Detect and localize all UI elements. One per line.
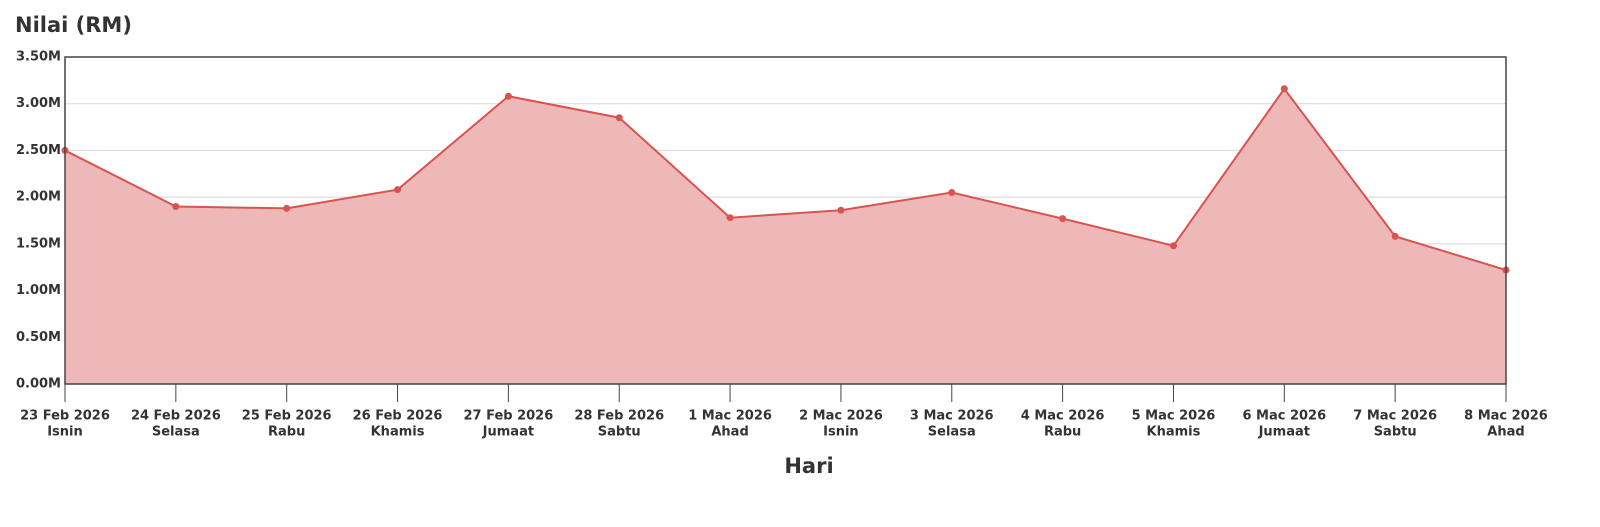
x-tick-label: Selasa [152, 425, 200, 440]
y-tick-label: 1.50M [16, 236, 61, 251]
y-tick-label: 3.50M [16, 50, 61, 65]
x-tick-label: Jumaat [482, 425, 534, 440]
x-tick-label: 28 Feb 2026 [574, 409, 664, 424]
x-tick-label: Ahad [1487, 425, 1524, 440]
y-tick-label: 2.50M [16, 143, 61, 158]
line [64, 87, 1507, 271]
point [1059, 215, 1067, 223]
point [837, 206, 845, 214]
y-tick-label: 2.00M [16, 190, 61, 205]
y-tick-label: 0.50M [16, 330, 61, 345]
point [504, 92, 512, 100]
point [615, 114, 623, 122]
x-tick-label: 7 Mac 2026 [1353, 409, 1437, 424]
x-tick-label: Sabtu [1374, 425, 1417, 440]
x-tick-label: Ahad [711, 425, 748, 440]
plot-frame [64, 56, 1507, 385]
x-tick-label: Isnin [47, 425, 83, 440]
y-tick-label: 3.00M [16, 96, 61, 111]
x-tick-label: Isnin [823, 425, 859, 440]
point [1280, 85, 1288, 93]
x-tick-label: 8 Mac 2026 [1464, 409, 1548, 424]
area [65, 88, 1506, 384]
x-tick-label: 5 Mac 2026 [1132, 409, 1216, 424]
point [726, 214, 734, 222]
x-tick-label: 1 Mac 2026 [688, 409, 772, 424]
x-tick-label: 27 Feb 2026 [463, 409, 553, 424]
x-axis-label: Hari [784, 454, 833, 478]
point [394, 186, 402, 194]
x-tick-label: Rabu [268, 425, 305, 440]
x-tick-label: 4 Mac 2026 [1021, 409, 1105, 424]
point [1169, 242, 1177, 250]
x-tick-label: Jumaat [1258, 425, 1310, 440]
x-tick-label: Selasa [928, 425, 976, 440]
y-tick-label: 0.00M [16, 377, 61, 392]
x-tick-label: 24 Feb 2026 [131, 409, 221, 424]
point [948, 188, 956, 196]
x-tick-label: Khamis [371, 425, 425, 440]
chart-title: Nilai (RM) [15, 13, 132, 37]
x-tick-label: Rabu [1044, 425, 1081, 440]
x-tick-label: 6 Mac 2026 [1242, 409, 1326, 424]
x-tick-label: 23 Feb 2026 [20, 409, 110, 424]
x-tick-label: Khamis [1147, 425, 1201, 440]
y-tick-label: 1.00M [16, 283, 61, 298]
x-tick-label: 3 Mac 2026 [910, 409, 994, 424]
x-tick-label: 25 Feb 2026 [242, 409, 332, 424]
point [283, 204, 291, 212]
point [172, 202, 180, 210]
x-tick-label: Sabtu [598, 425, 641, 440]
x-tick-label: 26 Feb 2026 [353, 409, 443, 424]
x-tick-label: 2 Mac 2026 [799, 409, 883, 424]
point [1391, 232, 1399, 240]
